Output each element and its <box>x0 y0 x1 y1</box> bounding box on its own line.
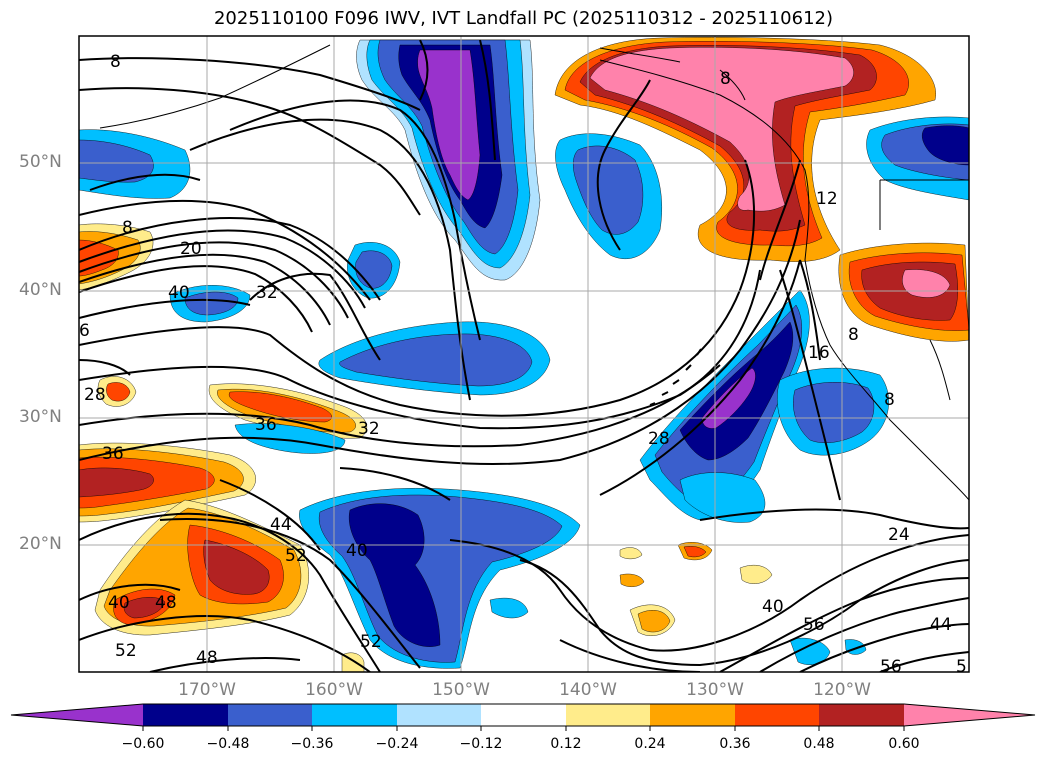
colorbar-segment <box>904 704 1035 726</box>
contour-label: 5 <box>956 657 967 677</box>
map-title: 2025110100 F096 IWV, IVT Landfall PC (20… <box>213 8 834 29</box>
contour-label: 12 <box>816 189 838 209</box>
contour-label: 8 <box>110 52 121 72</box>
shaded-region <box>589 47 854 212</box>
shaded-region <box>683 546 707 558</box>
shaded-region <box>106 382 131 402</box>
contour-label: 32 <box>256 283 278 303</box>
lat-label-30n: 30°N <box>19 407 62 427</box>
contour-label: 28 <box>648 429 670 449</box>
shaded-region <box>79 239 119 277</box>
lat-label-40n: 40°N <box>19 280 62 300</box>
contour-label: 40 <box>108 593 130 613</box>
shaded-region <box>921 125 969 166</box>
colorbar-tick-label: −0.12 <box>459 736 503 752</box>
contour-label: 28 <box>84 385 106 405</box>
coastlines <box>99 44 969 501</box>
contour-lines <box>79 39 969 672</box>
shaded-region <box>184 291 239 316</box>
colorbar-tick-label: −0.48 <box>206 736 250 752</box>
contour-label: 8 <box>720 69 731 89</box>
colorbar-segment <box>312 704 397 726</box>
shaded-region <box>228 391 332 423</box>
shaded-region <box>637 610 671 633</box>
map-plot-area: 8 8 8 20 40 32 6 28 36 32 36 44 52 40 48… <box>79 36 969 677</box>
colorbar-tick-label: 0.36 <box>719 736 751 752</box>
contour-label: 6 <box>79 321 90 341</box>
contour-label: 36 <box>102 444 124 464</box>
contour-label: 44 <box>930 615 952 635</box>
shaded-region <box>348 503 441 647</box>
lon-label-120w: 120°W <box>813 680 871 700</box>
colorbar-segment <box>650 704 735 726</box>
shaded-region <box>619 547 643 560</box>
shaded-region <box>79 139 154 183</box>
contour-label: 8 <box>122 218 133 238</box>
gridlines <box>79 36 969 672</box>
map-frame <box>78 35 970 673</box>
shaded-region <box>902 269 951 298</box>
contour-label: 8 <box>848 325 859 345</box>
colorbar-segment <box>735 704 819 726</box>
colorbar-tick-label: 0.24 <box>634 736 666 752</box>
colorbar-segment <box>11 704 143 726</box>
contour-label: 16 <box>808 343 830 363</box>
shaded-region <box>339 333 533 387</box>
colorbar-tick-label: −0.24 <box>375 736 419 752</box>
contour-label: 40 <box>168 283 190 303</box>
contour-label: 56 <box>880 657 902 677</box>
lat-label-20n: 20°N <box>19 534 62 554</box>
shaded-region <box>619 573 645 587</box>
shaded-region <box>234 423 346 454</box>
colorbar-segment <box>397 704 481 726</box>
contour-label: 48 <box>155 593 177 613</box>
contour-label: 24 <box>888 525 910 545</box>
colorbar-tick-label: −0.60 <box>121 736 165 752</box>
contour-label: 52 <box>115 641 137 661</box>
lon-label-150w: 150°W <box>432 680 490 700</box>
shaded-region <box>739 565 773 584</box>
contour-label: 44 <box>270 515 292 535</box>
contour-label: 40 <box>346 541 368 561</box>
colorbar-segment <box>566 704 650 726</box>
contour-label: 40 <box>762 597 784 617</box>
contour-label: 36 <box>255 415 277 435</box>
contour-label: 52 <box>360 632 382 652</box>
contour-label: 8 <box>884 390 895 410</box>
colorbar-segment <box>819 704 904 726</box>
colorbar-segment <box>228 704 312 726</box>
colorbar-tick-label: 0.12 <box>550 736 582 752</box>
contour-labels: 8 8 8 20 40 32 6 28 36 32 36 44 52 40 48… <box>79 52 967 677</box>
lon-label-160w: 160°W <box>305 680 363 700</box>
shaded-region <box>573 145 644 235</box>
shaded-region <box>123 597 166 619</box>
shaded-region <box>203 539 270 595</box>
shaded-region <box>789 637 831 665</box>
lat-label-50n: 50°N <box>19 152 62 172</box>
contour-label: 32 <box>358 419 380 439</box>
colorbar-segment <box>481 704 566 726</box>
lon-label-130w: 130°W <box>686 680 744 700</box>
small-contour-dashes <box>649 348 702 406</box>
contour-label: 20 <box>180 239 202 259</box>
shaded-region <box>489 597 529 619</box>
lon-label-140w: 140°W <box>559 680 617 700</box>
contour-label: 56 <box>803 615 825 635</box>
colorbar-tick-label: −0.36 <box>290 736 334 752</box>
colorbar-tick-label: 0.60 <box>888 736 920 752</box>
contour-label: 48 <box>196 648 218 668</box>
shaded-region <box>79 467 154 498</box>
lon-label-170w: 170°W <box>178 680 236 700</box>
shaded-region <box>679 472 766 523</box>
colorbar <box>10 703 1036 731</box>
contour-label: 52 <box>285 546 307 566</box>
colorbar-tick-label: 0.48 <box>803 736 835 752</box>
colorbar-segment <box>143 704 228 726</box>
